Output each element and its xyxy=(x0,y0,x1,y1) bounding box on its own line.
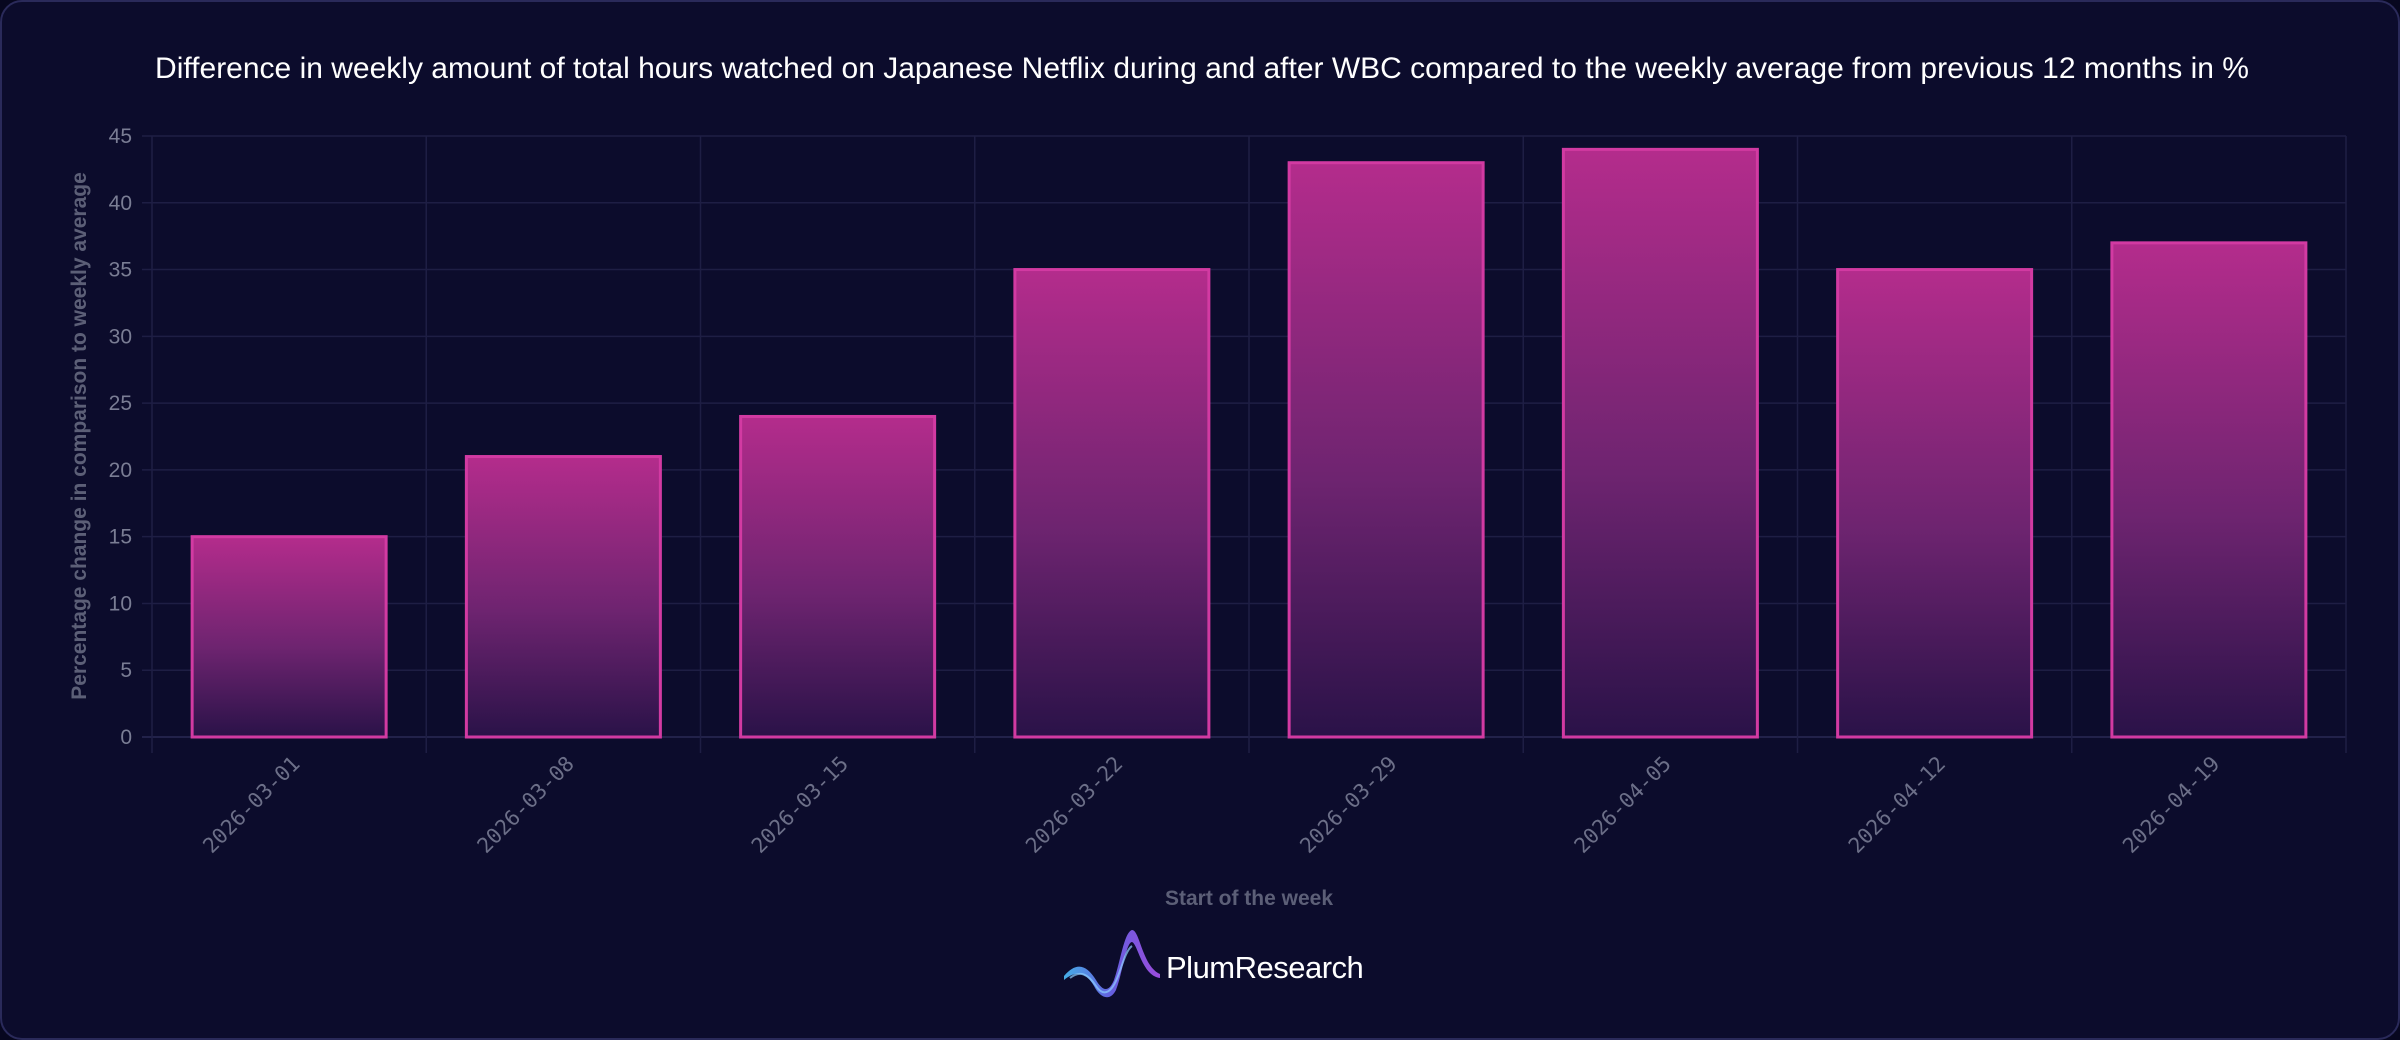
bar xyxy=(1013,268,1211,739)
brand-name: PlumResearch xyxy=(1166,950,1364,985)
y-tick-label: 40 xyxy=(109,192,132,215)
y-tick-label: 45 xyxy=(109,125,132,148)
x-tick-label: 2026-03-15 xyxy=(747,752,853,858)
x-tick-label: 2026-03-01 xyxy=(198,752,304,858)
y-tick-label: 10 xyxy=(109,592,132,615)
y-tick-label: 30 xyxy=(109,325,132,348)
x-tick-label: 2026-03-08 xyxy=(473,752,579,858)
y-axis-title: Percentage change in comparison to weekl… xyxy=(68,172,91,700)
x-tick-label: 2026-03-22 xyxy=(1021,752,1127,858)
y-tick-label: 25 xyxy=(109,392,132,415)
x-axis-title: Start of the week xyxy=(1165,887,1333,910)
x-tick-label: 2026-04-05 xyxy=(1570,752,1676,858)
y-tick-label: 35 xyxy=(109,259,132,282)
y-axis-ticks: 0 5 10 15 20 25 30 35 40 45 xyxy=(109,125,132,749)
bar xyxy=(464,455,662,739)
y-tick-label: 20 xyxy=(109,459,132,482)
x-tick-label: 2026-03-29 xyxy=(1295,752,1401,858)
y-tick-label: 0 xyxy=(120,726,132,749)
y-tick-label: 15 xyxy=(109,526,132,549)
x-tick-label: 2026-04-12 xyxy=(1844,752,1950,858)
x-axis-ticks: 2026-03-01 2026-03-08 2026-03-15 2026-03-22… xyxy=(198,752,2224,858)
brand-logo: PlumResearch xyxy=(1062,924,1364,1004)
x-tick-label: 2026-04-19 xyxy=(2118,752,2224,858)
bar xyxy=(739,414,937,739)
bar xyxy=(190,535,388,739)
bar xyxy=(1836,268,2034,739)
wave-logo-icon xyxy=(1064,930,1160,998)
chart-title: Difference in weekly amount of total hou… xyxy=(155,52,2249,85)
y-tick-label: 5 xyxy=(120,659,132,682)
bars xyxy=(190,147,2308,739)
bar xyxy=(1287,161,1485,739)
bar xyxy=(1561,147,1759,739)
bar xyxy=(2110,241,2308,739)
